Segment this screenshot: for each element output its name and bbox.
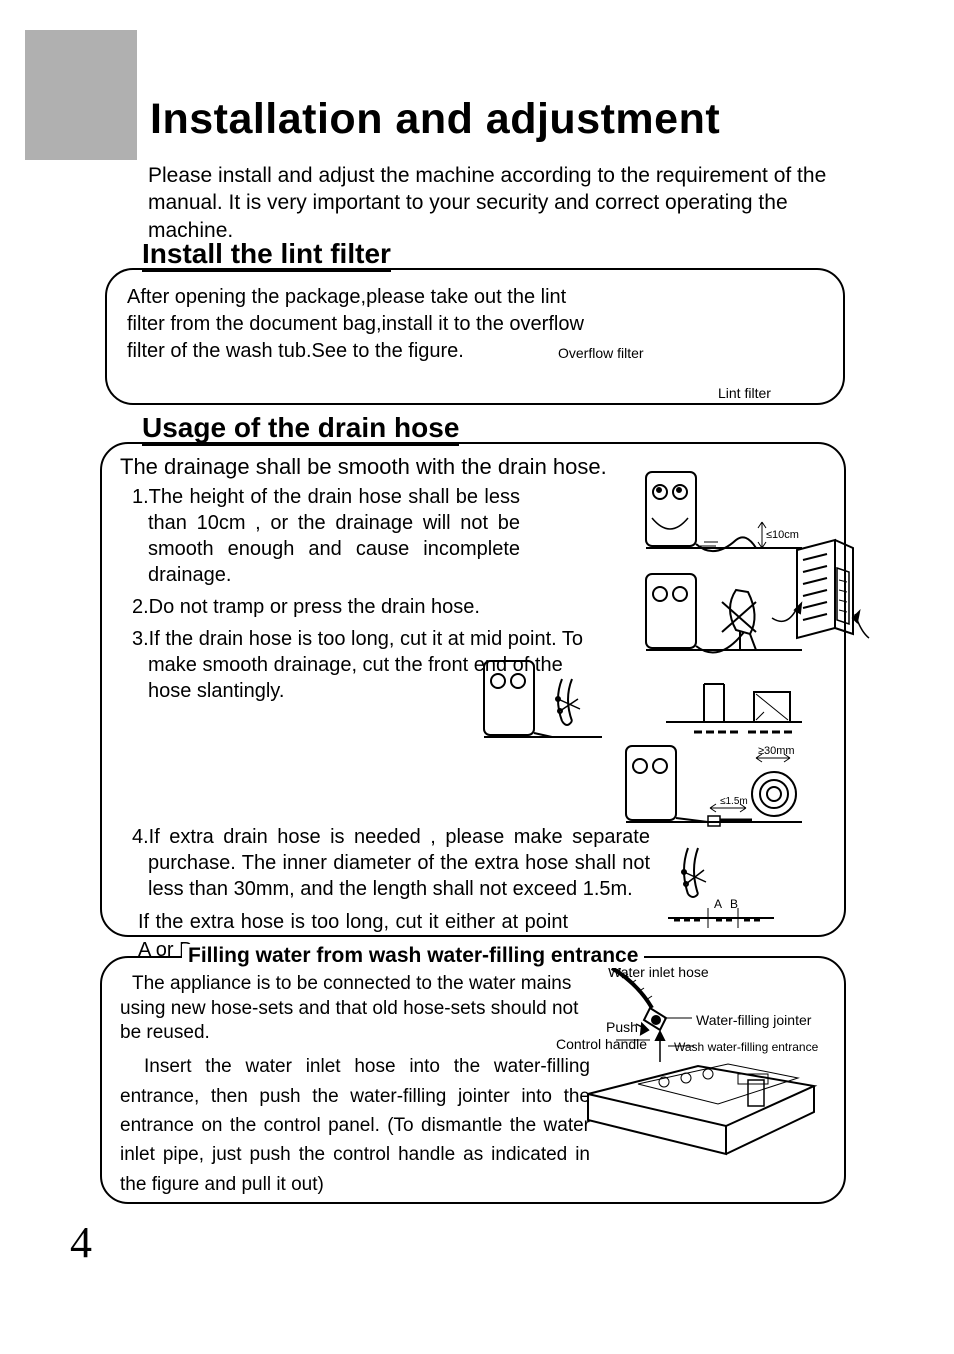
diagram-hose-height: ≤10cm (644, 470, 804, 565)
section1-body: After opening the package,please take ou… (127, 284, 597, 365)
label-jointer: Water-filling jointer (696, 1012, 811, 1028)
section3-p1: The appliance is to be connected to the … (120, 972, 580, 1046)
label-a: A (714, 897, 722, 911)
lint-filter-label: Lint filter (718, 385, 771, 401)
section3-box: The appliance is to be connected to the … (100, 956, 846, 1204)
page-title: Installation and adjustment (150, 95, 720, 144)
label-15m: ≤1.5m (720, 796, 748, 807)
diagram-cut-points: A B (664, 842, 784, 937)
label-wash-entrance: Wash water-filling entrance (674, 1040, 818, 1054)
label-b: B (730, 897, 738, 911)
label-push: Push (606, 1019, 638, 1035)
section2-heading: Usage of the drain hose (142, 412, 459, 446)
label-10cm: ≤10cm (766, 529, 799, 541)
section2-item4: 4.If extra drain hose is needed , please… (120, 824, 650, 902)
diagram-extra-hose: ≥30mm ≤1.5m (624, 744, 804, 839)
section2-item1: 1.The height of the drain hose shall be … (120, 484, 520, 588)
label-control-handle: Control handle (556, 1036, 647, 1052)
section3-heading: Filling water from wash water-filling en… (182, 944, 644, 968)
page-number: 4 (70, 1217, 92, 1268)
section2-box: The drainage shall be smooth with the dr… (100, 442, 846, 937)
label-30mm: ≥30mm (758, 745, 795, 757)
intro-text: Please install and adjust the machine ac… (148, 162, 868, 244)
section1-heading: Install the lint filter (142, 238, 391, 272)
diagram-cut-hose (482, 659, 612, 754)
diagram-no-tramp (644, 572, 804, 667)
section3-p2: Insert the water inlet hose into the wat… (120, 1052, 590, 1199)
diagram-slant-cut (664, 676, 804, 741)
header-tab (25, 30, 137, 160)
overflow-filter-label: Overflow filter (558, 345, 644, 361)
diagram-water-filling: Water inlet hose Push Water-filling join… (578, 964, 828, 1189)
